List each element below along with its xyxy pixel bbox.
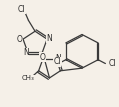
Text: O: O <box>40 53 46 62</box>
Text: N: N <box>56 54 62 63</box>
Text: O: O <box>17 35 23 44</box>
Text: CH₃: CH₃ <box>22 75 35 81</box>
Text: N: N <box>46 34 52 43</box>
Text: Cl: Cl <box>18 5 26 14</box>
Text: Cl: Cl <box>54 57 61 66</box>
Text: Cl: Cl <box>108 59 116 68</box>
Text: N: N <box>23 48 29 57</box>
